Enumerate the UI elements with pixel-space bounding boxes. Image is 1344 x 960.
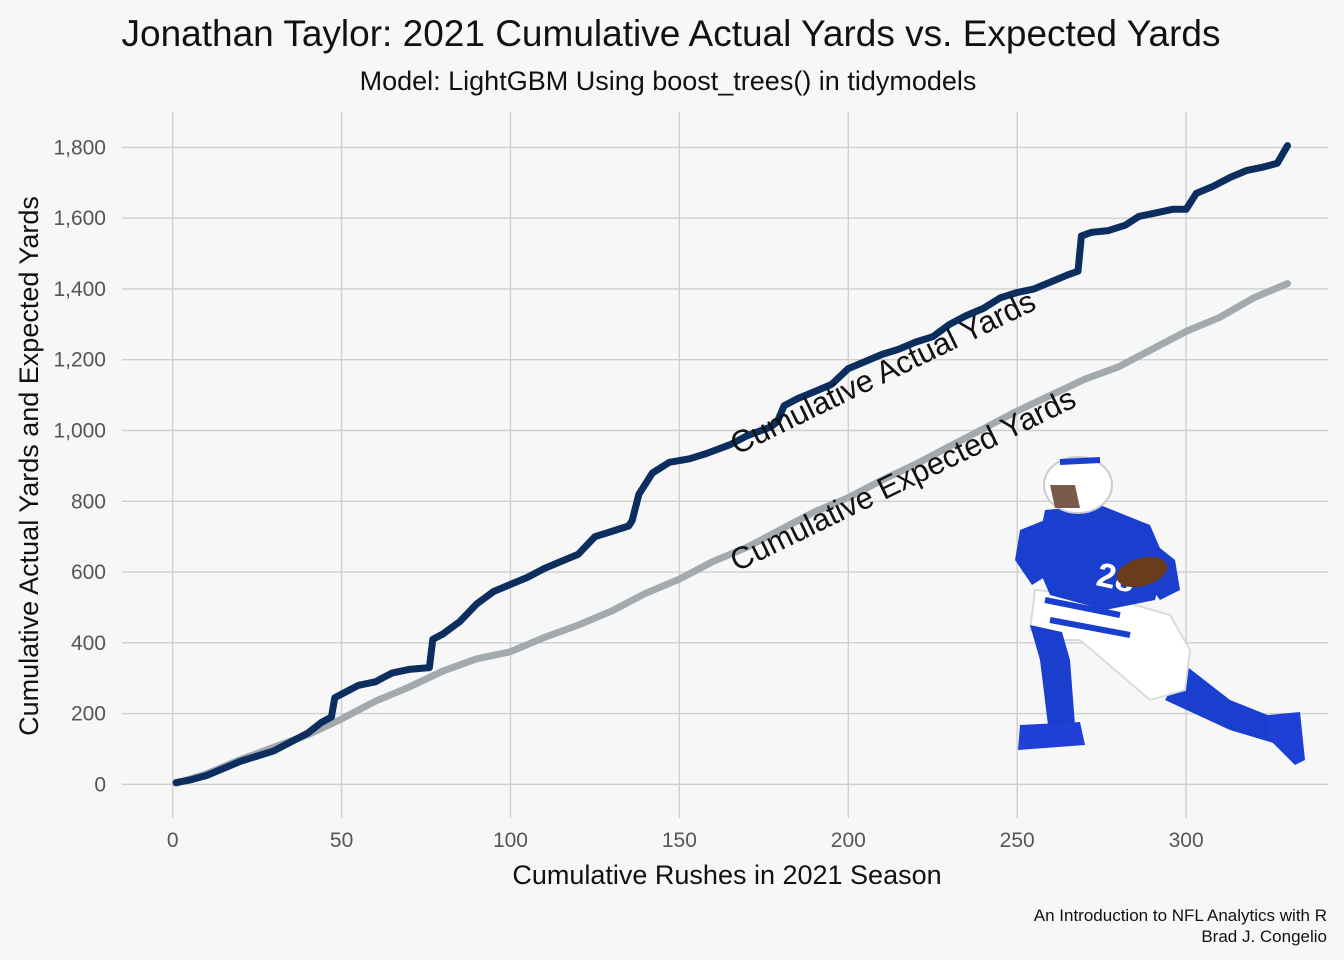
x-tick-label: 200 [831,829,866,852]
player-front-cleat [1018,722,1085,750]
chart-title: Jonathan Taylor: 2021 Cumulative Actual … [122,13,1221,54]
caption-book: An Introduction to NFL Analytics with R [1034,906,1327,925]
x-tick-label: 100 [493,829,528,852]
y-tick-label: 800 [71,490,106,513]
y-axis-title: Cumulative Actual Yards and Expected Yar… [14,196,44,736]
player-arm-left [1015,520,1048,585]
y-tick-label: 400 [71,632,106,655]
y-tick-label: 0 [94,773,106,796]
football-player-running-icon: 28 [1015,456,1305,765]
y-tick-label: 200 [71,703,106,726]
x-tick-label: 0 [167,829,179,852]
player-helmet-stripe [1059,457,1101,465]
x-tick-label: 250 [1000,829,1035,852]
chart-subtitle: Model: LightGBM Using boost_trees() in t… [360,66,977,96]
y-tick-label: 1,600 [53,207,106,230]
player-back-cleat [1268,712,1305,765]
x-tick-label: 150 [662,829,697,852]
y-tick-label: 1,200 [53,349,106,372]
x-axis-title: Cumulative Rushes in 2021 Season [512,860,941,890]
y-tick-label: 1,800 [53,136,106,159]
player-front-leg [1030,625,1075,725]
y-tick-label: 1,000 [53,419,106,442]
player-back-leg [1165,665,1300,755]
y-tick-label: 600 [71,561,106,584]
gridlines [122,112,1328,818]
series-expected-yards-line [172,280,1291,787]
x-tick-label: 300 [1169,829,1204,852]
football-icon [1116,556,1168,588]
player-pants-stripes [1044,597,1131,638]
series-actual-yards-line [172,142,1291,787]
player-face [1050,485,1080,508]
series-lines [172,142,1291,787]
y-tick-label: 1,400 [53,278,106,301]
caption-author: Brad J. Congelio [1201,927,1327,946]
y-axis-ticks: 0 200 400 600 800 1,000 1,200 1,400 1,600 1,800 [53,136,106,796]
x-axis-ticks: 0 50 100 150 200 250 300 [167,829,1204,852]
x-tick-label: 50 [330,829,353,852]
